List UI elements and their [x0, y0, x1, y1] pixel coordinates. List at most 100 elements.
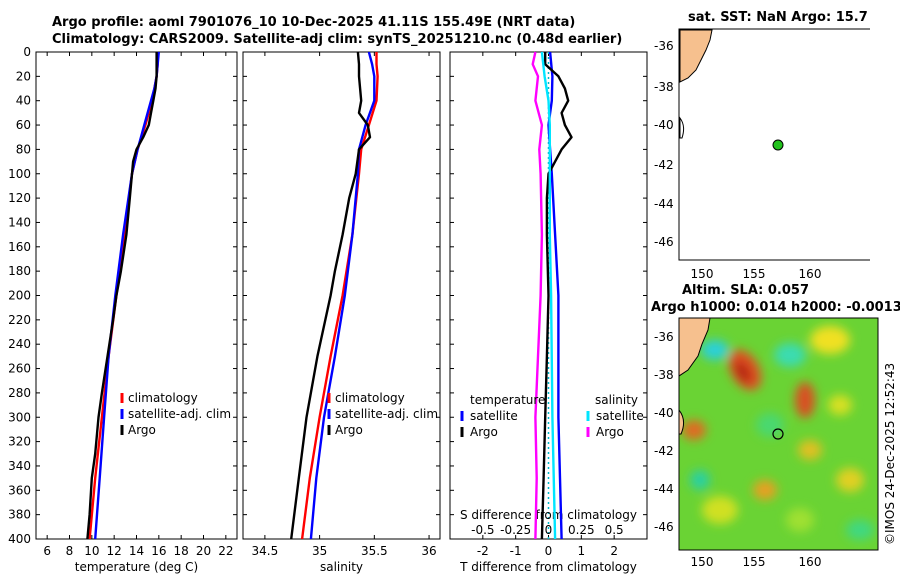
depth-tick-label: 120: [8, 191, 31, 205]
s-diff-tick-label: 0.5: [605, 523, 624, 537]
sst-map-float-marker: [772, 139, 784, 151]
depth-tick-label: 340: [8, 459, 31, 473]
salinity-panel: 34.5 35 35.5 36 salinity climatology satellite…: [242, 51, 441, 574]
depth-tick-label: 280: [8, 386, 31, 400]
salinity-x-axis-label: salinity: [320, 560, 363, 574]
depth-tick-label: 0: [23, 45, 31, 59]
sla-y-tick: -44: [654, 482, 674, 496]
sla-map-title-line2: Argo h1000: 0.014 h2000: -0.0013: [651, 300, 900, 315]
depth-tick-label: 160: [8, 240, 31, 254]
sst-x-tick: 160: [799, 267, 822, 281]
sla-x-tick: 150: [691, 555, 714, 569]
sla-map-x-ticks: 150 155 160: [691, 555, 822, 569]
s-diff-tick-label: -0.25: [500, 523, 531, 537]
temperature-x-tick-label: 10: [84, 544, 99, 558]
depth-tick-label: 300: [8, 410, 31, 424]
temperature-series-argo: [86, 52, 158, 540]
depth-tick-label: 400: [8, 532, 31, 546]
depth-tick-label: 140: [8, 215, 31, 229]
salinity-x-tick-label: 35: [312, 544, 327, 558]
depth-tick-label: 240: [8, 337, 31, 351]
difference-x-tick-label: -1: [510, 544, 522, 558]
s-diff-tick-label: -0.5: [471, 523, 494, 537]
sla-x-tick: 155: [743, 555, 766, 569]
depth-tick-label: 100: [8, 167, 31, 181]
sst-y-tick: -38: [654, 80, 674, 94]
sst-map: -36 -38 -40 -42 -44 -46 150 155 160: [654, 28, 870, 281]
depth-tick-label: 220: [8, 313, 31, 327]
depth-tick-label: 360: [8, 483, 31, 497]
sla-map-title-line1: Altim. SLA: 0.057: [682, 283, 809, 298]
temperature-x-tick-label: 14: [129, 544, 144, 558]
sst-y-tick: -46: [654, 235, 674, 249]
temperature-legend-label: climatology: [128, 391, 198, 405]
s-diff-tick-label: 0.25: [568, 523, 595, 537]
sst-x-tick: 150: [691, 267, 714, 281]
sst-y-tick: -36: [654, 39, 674, 53]
sla-y-tick: -46: [654, 520, 674, 534]
temperature-legend-label: satellite-adj. clim: [128, 407, 231, 421]
salinity-x-tick-label: 35.5: [361, 544, 388, 558]
s-diff-axis-label: S difference from climatology: [460, 508, 637, 522]
temperature-legend-label: satellite: [470, 409, 518, 423]
depth-tick-label: 200: [8, 289, 31, 303]
sst-map-x-ticks: 150 155 160: [691, 267, 822, 281]
difference-x-tick-label: 1: [578, 544, 586, 558]
depth-tick-label: 260: [8, 362, 31, 376]
depth-tick-label: 380: [8, 508, 31, 522]
sst-map-land: [679, 29, 713, 83]
difference-series-salinity-satellite: [540, 51, 557, 540]
salinity-legend-label: Argo: [335, 423, 363, 437]
temperature-x-tick-label: 12: [107, 544, 122, 558]
salinity-legend-label: satellite-adj. clim: [335, 407, 438, 421]
sla-map-float-marker: [772, 428, 784, 440]
sst-map-island: [679, 116, 685, 139]
sla-map-island: [679, 409, 685, 435]
depth-tick-label: 60: [16, 118, 31, 132]
sla-y-tick: -36: [654, 330, 674, 344]
temperature-x-tick-label: 8: [66, 544, 74, 558]
depth-tick-label: 180: [8, 264, 31, 278]
difference-series-temperature-argo: [540, 52, 573, 540]
depth-tick-label: 40: [16, 94, 31, 108]
temperature-x-axis-label: temperature (deg C): [75, 560, 198, 574]
profile-title-line1: Argo profile: aoml 7901076_10 10-Dec-202…: [52, 15, 576, 30]
sla-x-tick: 160: [799, 555, 822, 569]
temperature-x-tick-label: 22: [218, 544, 233, 558]
depth-tick-label: 80: [16, 142, 31, 156]
salinity-series-argo: [290, 51, 372, 540]
difference-x-axis-label: T difference from climatology: [459, 560, 637, 574]
sla-map-frame: [678, 317, 879, 551]
sst-x-tick: 155: [743, 267, 766, 281]
sla-y-tick: -42: [654, 444, 674, 458]
temperature-x-tick-label: 6: [43, 544, 51, 558]
temperature-legend-title: temperature: [470, 393, 545, 407]
salinity-legend-label: satellite: [596, 409, 644, 423]
salinity-legend-label: climatology: [335, 391, 405, 405]
depth-tick-label: 320: [8, 435, 31, 449]
salinity-series-satellite-adj-clim: [309, 51, 376, 540]
credit-label: ©IMOS 24-Dec-2025 12:52:43: [883, 362, 897, 545]
sst-map-title: sat. SST: NaN Argo: 15.7: [688, 10, 868, 25]
difference-series-temperature-satellite: [547, 51, 563, 540]
sla-map: -36 -38 -40 -42 -44 -46 150 155 160: [654, 317, 879, 569]
depth-tick-label: 20: [16, 69, 31, 83]
sst-y-tick: -44: [654, 197, 674, 211]
salinity-x-tick-label: 34.5: [252, 544, 279, 558]
temperature-x-tick-label: 18: [174, 544, 189, 558]
profile-charts: 6 8 10 12 14 16 18 20 22020406080100120140160180…: [8, 45, 648, 574]
s-diff-tick-label: 0: [545, 523, 553, 537]
sst-y-tick: -40: [654, 118, 674, 132]
difference-x-tick-label: 2: [610, 544, 618, 558]
sst-map-y-ticks: -36 -38 -40 -42 -44 -46: [654, 39, 674, 249]
temperature-panel: 6 8 10 12 14 16 18 20 22020406080100120140160180…: [8, 45, 238, 574]
salinity-legend-label: Argo: [596, 425, 624, 439]
temperature-axes-frame: [35, 51, 238, 540]
difference-x-tick-label: 0: [545, 544, 553, 558]
profile-title-line2: Climatology: CARS2009. Satellite-adj cli…: [52, 32, 623, 47]
sla-map-land: [679, 318, 711, 377]
sla-y-tick: -40: [654, 406, 674, 420]
difference-x-tick-label: -2: [477, 544, 489, 558]
sla-y-tick: -38: [654, 368, 674, 382]
temperature-legend-label: Argo: [128, 423, 156, 437]
